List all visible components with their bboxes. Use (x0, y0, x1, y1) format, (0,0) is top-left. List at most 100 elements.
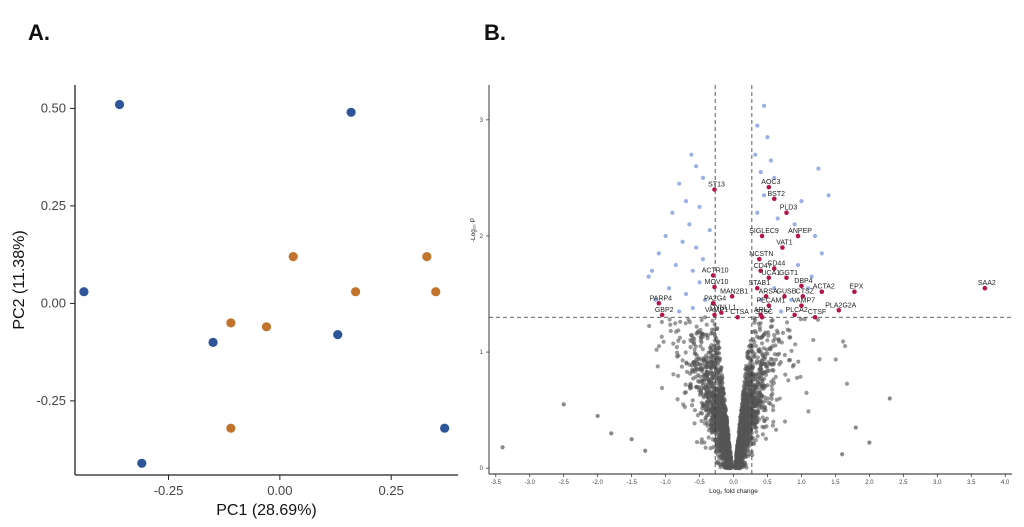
nonsig-point (709, 430, 714, 435)
nonsig-point (724, 441, 729, 447)
nonsig-point (689, 369, 695, 374)
significant-point (659, 312, 665, 318)
nonsig-point (682, 390, 687, 395)
data-point (114, 99, 125, 110)
data-point (422, 252, 432, 262)
nonsig-point (779, 340, 784, 345)
nonsig-point (753, 413, 758, 418)
nonsig-point (806, 409, 811, 414)
gene-label: PLCA2 (786, 307, 808, 314)
nonsig-point (763, 398, 768, 403)
nonsig-point (762, 376, 767, 381)
nonsig-point (712, 334, 718, 339)
volcano-x-tick-label: -2.0 (593, 480, 604, 486)
volcano-y-tick-label: 1 (480, 350, 484, 356)
significant-point (712, 312, 717, 318)
fc-point (761, 193, 767, 198)
nonsig-point (694, 384, 699, 390)
nonsig-point (705, 359, 710, 364)
nonsig-point (697, 374, 703, 379)
nonsig-point (698, 390, 704, 395)
nonsig-point (755, 380, 761, 385)
nonsig-point (777, 362, 782, 367)
significant-point (982, 285, 988, 291)
fc-point (697, 280, 702, 285)
nonsig-point (719, 420, 724, 425)
gene-label: CTSZ (796, 288, 815, 295)
nonsig-point (724, 423, 729, 428)
nonsig-point (715, 387, 720, 392)
nonsig-point (757, 394, 762, 400)
nonsig-point (709, 331, 714, 336)
nonsig-point (747, 417, 752, 422)
nonsig-point (794, 375, 800, 381)
nonsig-point (692, 337, 697, 342)
nonsig-point (742, 460, 747, 465)
nonsig-point (753, 438, 758, 443)
nonsig-point (773, 427, 779, 432)
volcano-x-tick-label: -3.5 (491, 480, 502, 486)
volcano-x-tick-label: 0.0 (729, 480, 738, 486)
nonsig-point (771, 408, 776, 413)
nonsig-point (706, 428, 712, 433)
nonsig-point (768, 401, 773, 406)
nonsig-point (721, 433, 726, 438)
nonsig-point (752, 409, 757, 414)
nonsig-point (765, 383, 770, 388)
nonsig-point (676, 353, 681, 358)
x-tick-label: -0.25 (154, 483, 184, 498)
volcano-y-tick-label: 2 (480, 234, 484, 240)
gene-label: ACTA2 (813, 284, 835, 291)
nonsig-point (771, 377, 776, 382)
nonsig-point (667, 317, 672, 322)
gene-label: BST2 (768, 191, 786, 198)
volcano-x-tick-label: 1.0 (797, 480, 806, 486)
nonsig-point (752, 418, 757, 424)
volcano-x-tick-label: -1.0 (660, 480, 671, 486)
significant-point (712, 187, 717, 192)
nonsig-point (749, 377, 754, 382)
nonsig-point (768, 356, 773, 361)
nonsig-point (656, 344, 662, 349)
gene-label: CTSF (808, 309, 826, 316)
nonsig-point (737, 450, 742, 455)
gene-label: ANPEP (788, 228, 812, 235)
nonsig-point (706, 435, 711, 440)
volcano-x-tick-label: 2.0 (865, 480, 874, 486)
nonsig-point (811, 337, 816, 343)
significant-genes: SAA2 AOC3 ST13 BST2 PLD3 SIGLEC9 ANPEP VAT1NCST… (650, 179, 996, 320)
nonsig-point (739, 439, 744, 445)
nonsig-point (675, 397, 680, 402)
nonsig-point (661, 339, 666, 344)
nonsig-point (746, 434, 751, 440)
significant-point (754, 285, 760, 291)
nonsig-point (699, 340, 704, 345)
data-point (226, 318, 236, 328)
nonsig-point (760, 432, 765, 437)
nonsig-point (684, 360, 689, 365)
x-tick-label: 0.00 (267, 483, 292, 498)
nonsig-point (690, 398, 695, 403)
volcano-x-tick-label: -2.5 (559, 480, 570, 486)
nonsig-point (671, 372, 676, 377)
nonsig-point (748, 355, 754, 360)
nonsig-point (707, 350, 712, 355)
nonsig-point (723, 427, 729, 433)
nonsig-point (687, 384, 692, 389)
gene-label: AOC3 (761, 179, 780, 186)
gene-label: DYNLL1 (710, 305, 737, 312)
nonsig-point (740, 408, 745, 413)
nonsig-point (684, 369, 690, 375)
fc-point (666, 286, 672, 291)
nonsig-point (715, 404, 720, 409)
nonsig-point (712, 374, 717, 379)
nonsig-point (703, 365, 708, 370)
nonsig-point (726, 437, 731, 442)
nonsig-point (678, 319, 683, 324)
nonsig-point (782, 419, 788, 424)
nonsig-point (748, 343, 753, 348)
nonsig-point (787, 328, 792, 333)
nonsig-point (715, 371, 720, 376)
fold-change-only-points (646, 103, 831, 314)
significant-point (712, 284, 717, 290)
